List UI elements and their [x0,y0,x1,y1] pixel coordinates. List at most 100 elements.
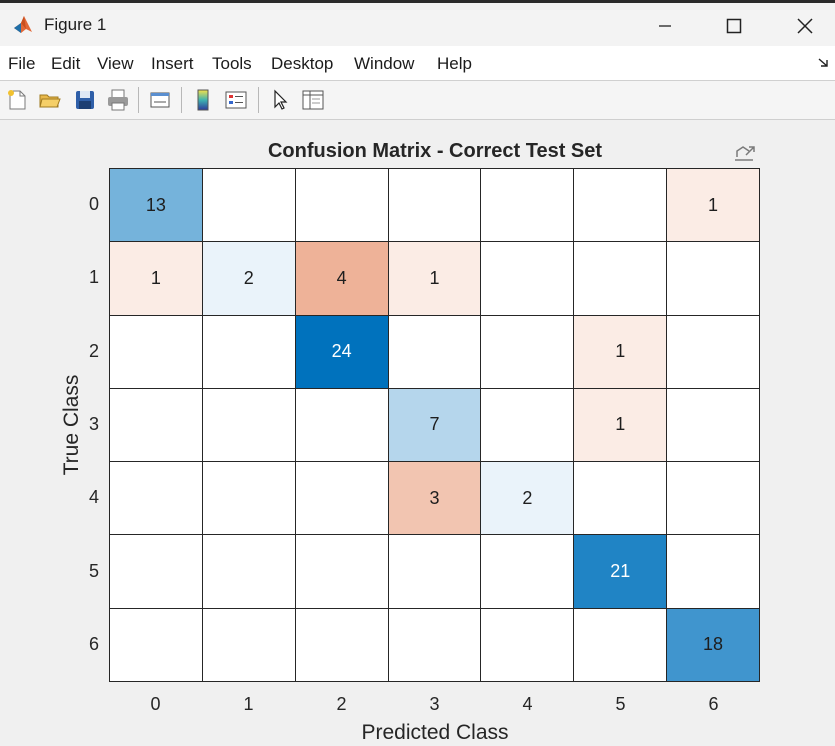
matrix-cell [202,535,296,609]
matrix-cell [202,462,296,536]
y-tick-label: 2 [88,340,99,361]
matrix-cell: 24 [295,315,389,389]
maximize-icon [726,18,742,34]
matrix-cell: 4 [295,242,389,316]
close-button[interactable] [782,11,828,41]
matrix-cell: 1 [574,315,668,389]
menu-tools[interactable]: Tools [212,54,252,73]
cell-value: 1 [429,267,440,288]
matrix-cell [574,608,668,682]
link-plot-icon[interactable] [145,85,175,115]
cell-value: 21 [610,561,631,582]
maximize-button[interactable] [711,11,757,41]
matrix-cell [295,388,389,463]
cell-value: 2 [243,267,254,288]
matrix-cell: 7 [388,388,482,463]
matrix-cell [667,535,760,609]
x-tick-label: 6 [708,694,719,714]
minimize-button[interactable] [642,11,688,41]
x-tick-label: 1 [243,694,254,714]
menu-edit[interactable]: Edit [51,54,81,73]
close-icon [797,18,813,34]
axes-toolbar-export-icon[interactable] [732,140,758,164]
y-tick-label: 0 [88,193,99,214]
y-tick-label: 5 [88,560,99,581]
matrix-cell [110,535,203,609]
matrix-cell [110,315,203,389]
legend-icon[interactable] [221,85,251,115]
menu-window[interactable]: Window [354,54,415,73]
cell-value: 1 [615,414,626,435]
menu-file[interactable]: File [8,54,36,73]
matrix-cell: 1 [110,242,203,316]
matrix-cell [667,462,760,536]
matrix-cell: 13 [110,169,203,243]
matrix-cell [295,169,389,243]
toolbar-separator [258,87,259,113]
minimize-icon [659,25,671,27]
print-icon[interactable] [103,85,133,115]
x-tick-label: 4 [522,694,533,714]
matrix-cell [481,242,575,316]
cell-value: 24 [331,341,352,362]
matrix-cell [481,535,575,609]
matrix-cell [667,242,760,316]
cell-value: 18 [703,634,724,655]
new-figure-icon[interactable] [2,85,32,115]
matrix-cell [295,608,389,682]
matrix-cell [110,388,203,463]
x-tick-label: 3 [429,694,440,714]
cell-value: 1 [615,341,626,362]
cell-value: 13 [145,194,166,215]
matrix-cell [388,535,482,609]
chart-title: Confusion Matrix - Correct Test Set [267,140,603,162]
matrix-cell: 1 [388,242,482,316]
x-axis-label: Predicted Class [361,721,509,744]
y-tick-label: 1 [88,267,99,288]
matrix-cell: 3 [388,462,482,536]
toolbar-separator [181,87,182,113]
menu-help[interactable]: Help [437,54,472,73]
matrix-cell [110,608,203,682]
property-inspector-icon[interactable] [298,85,328,115]
cell-value: 1 [708,194,719,215]
matrix-cell [481,315,575,389]
open-file-icon[interactable] [35,85,65,115]
matrix-cell: 2 [481,462,575,536]
cell-value: 7 [429,414,440,435]
cell-value: 3 [429,487,440,508]
cell-value: 2 [522,487,533,508]
matrix-cell [202,608,296,682]
x-tick-label: 2 [336,694,347,714]
matrix-cell: 2 [202,242,296,316]
menu-view[interactable]: View [97,54,134,73]
menu-insert[interactable]: Insert [151,54,194,73]
matrix-cell [574,169,668,243]
matrix-cell [481,608,575,682]
matrix-cell [295,535,389,609]
matrix-cell [110,462,203,536]
matrix-cell: 1 [574,388,668,463]
matrix-cell [667,315,760,389]
toolbar-separator [138,87,139,113]
window-titlebar: Figure 1 [0,0,835,46]
dock-arrow-icon[interactable] [817,56,831,70]
y-tick-label: 4 [88,487,99,508]
cell-value: 1 [150,267,161,288]
matrix-cell: 1 [667,169,760,243]
menu-desktop[interactable]: Desktop [271,54,334,73]
matrix-cell [295,462,389,536]
menu-bar: File Edit View Insert Tools Desktop Wind… [0,46,835,81]
save-icon[interactable] [70,85,100,115]
figure-toolbar [0,81,835,120]
matrix-cell [481,388,575,463]
matrix-cell: 18 [667,608,760,682]
x-tick-label: 5 [615,694,626,714]
matrix-cell [388,608,482,682]
matrix-cell [388,315,482,389]
matrix-cell [667,388,760,463]
colorbar-icon[interactable] [188,85,218,115]
x-tick-label: 0 [150,694,161,714]
select-pointer-icon[interactable] [265,85,295,115]
confusion-matrix-grid: 13 1 1 2 4 1 24 1 7 1 3 2 21 18 [109,168,760,682]
